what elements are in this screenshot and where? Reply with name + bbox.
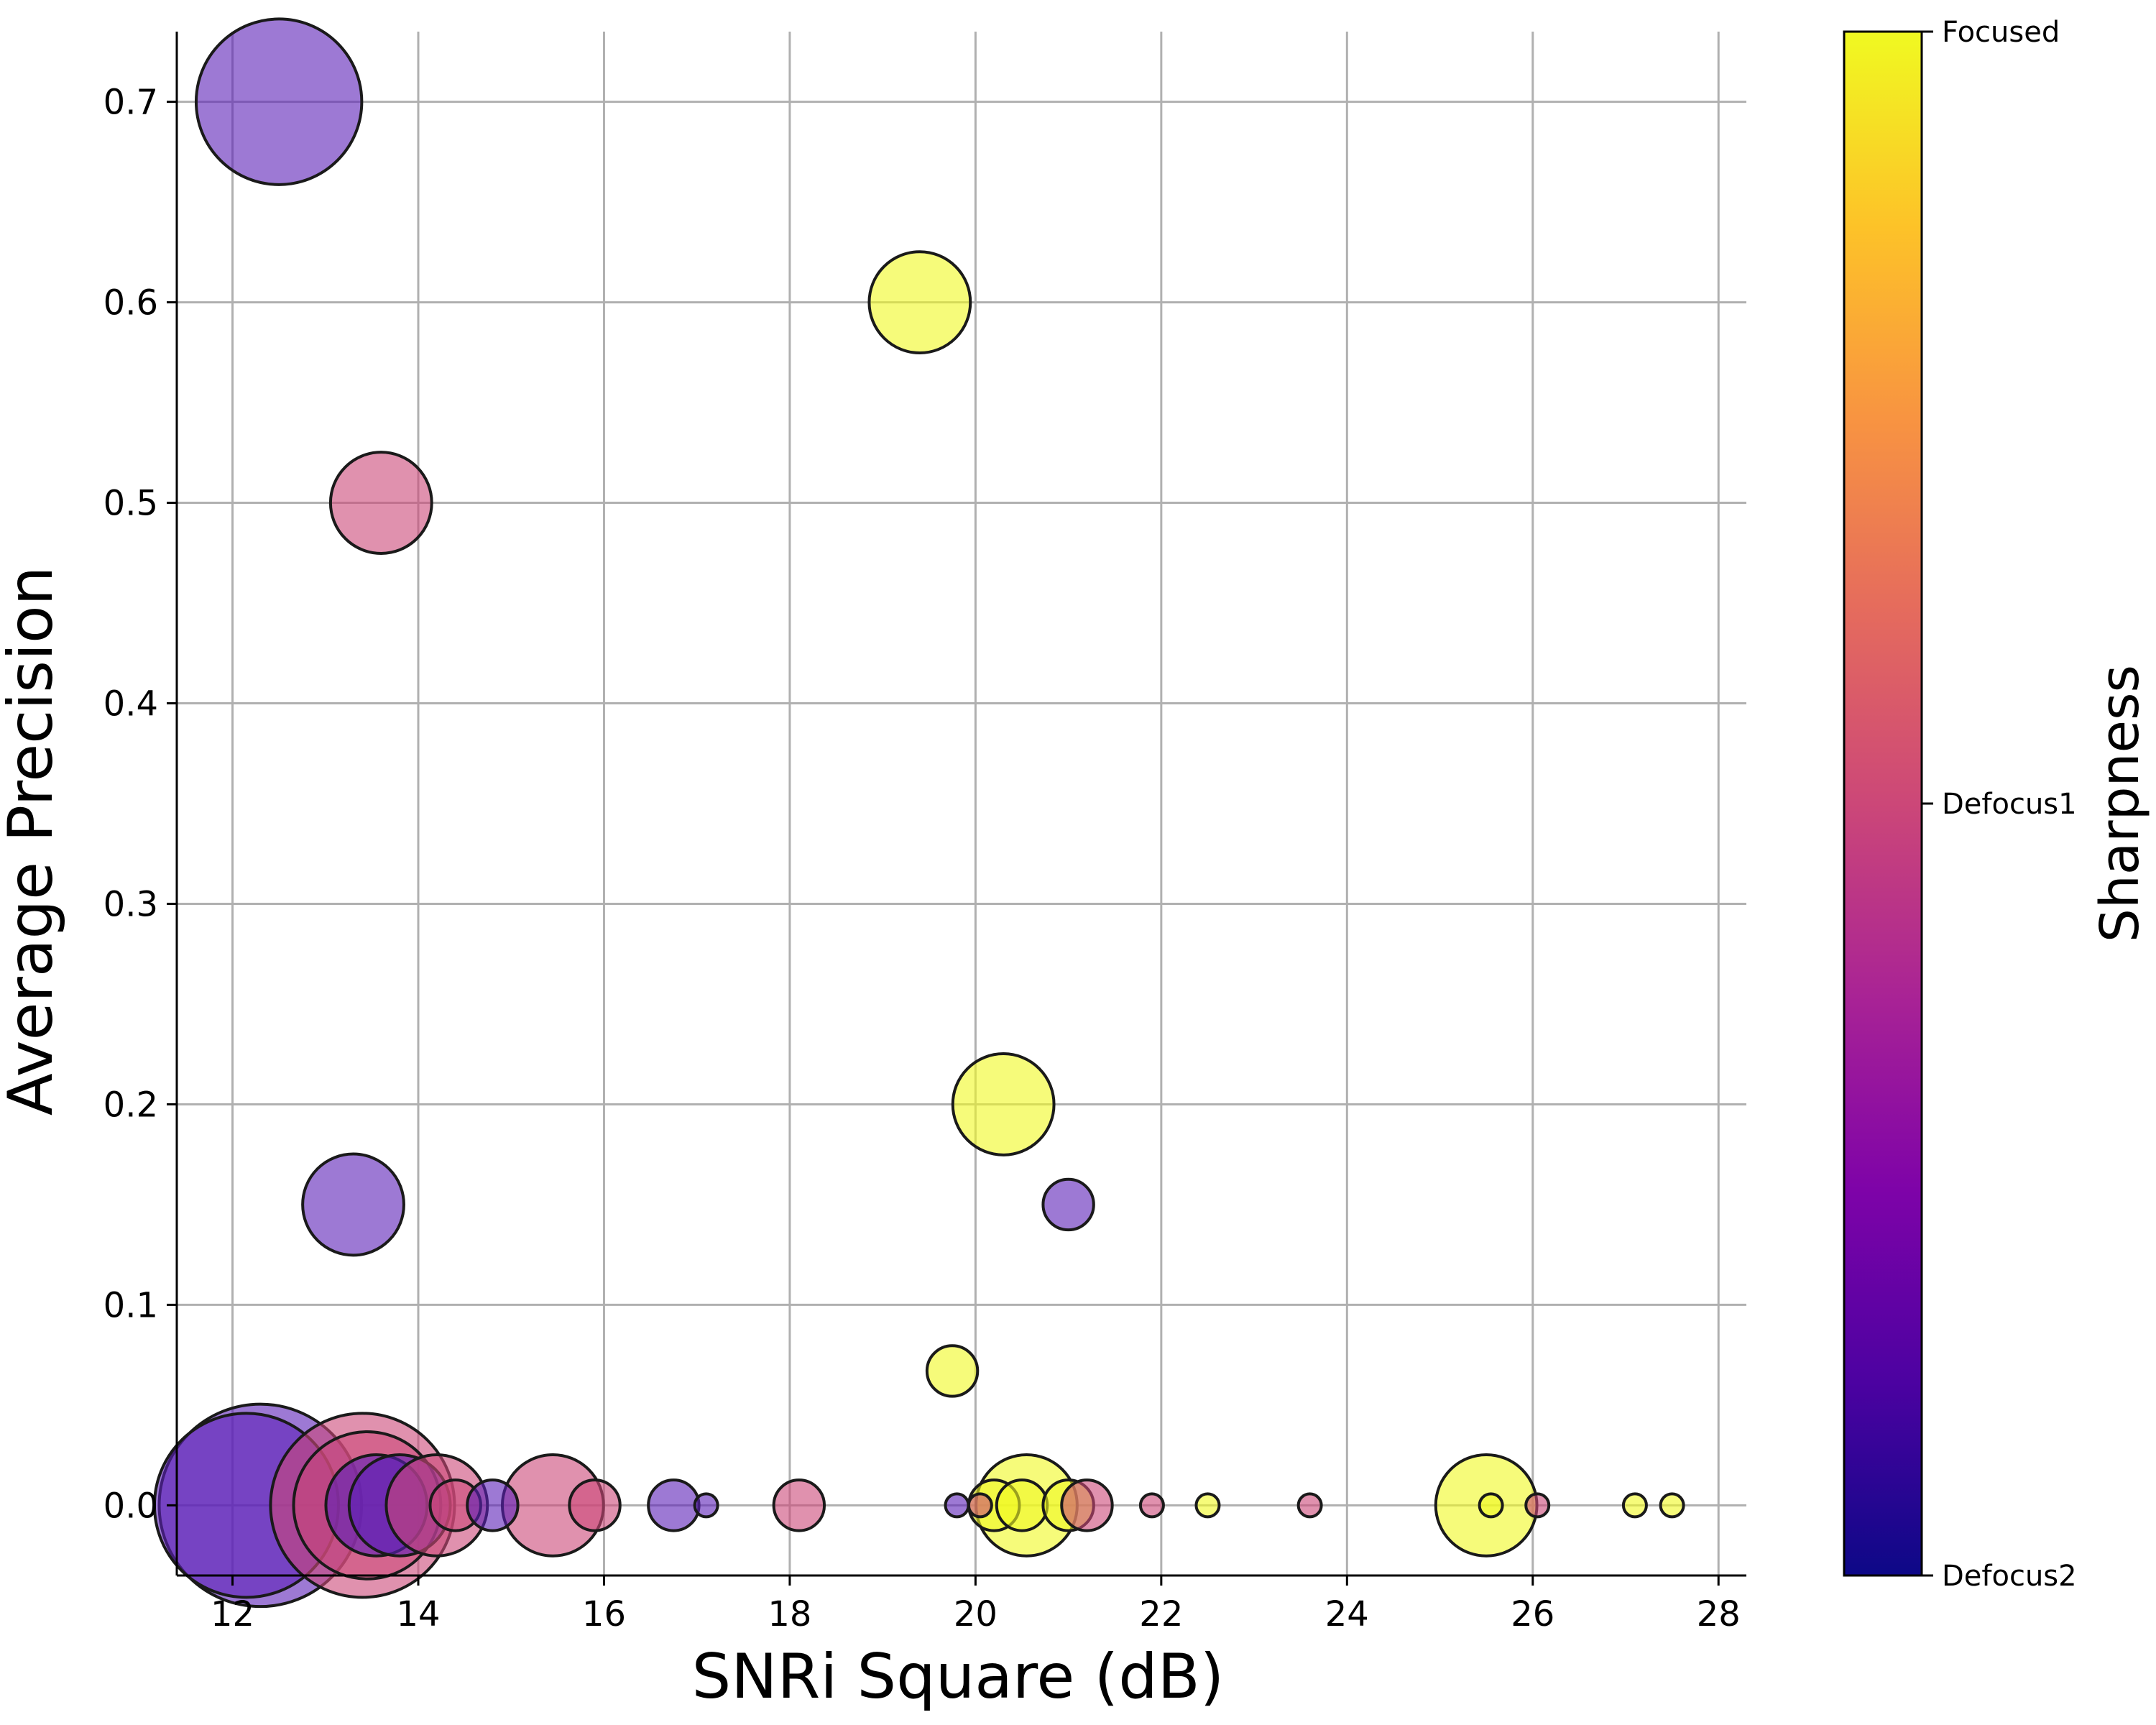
data-point <box>194 17 364 186</box>
y-tick-label: 0.6 <box>103 283 158 323</box>
y-tick-label: 0.0 <box>103 1486 158 1526</box>
y-tick-label: 0.5 <box>103 484 158 524</box>
data-point <box>693 1492 719 1519</box>
data-point <box>1659 1492 1685 1519</box>
data-point <box>1478 1492 1504 1519</box>
x-tick-label: 16 <box>582 1594 626 1634</box>
data-point <box>772 1478 826 1532</box>
y-tick-label: 0.2 <box>103 1085 158 1125</box>
x-tick-label: 28 <box>1697 1594 1741 1634</box>
data-point <box>1138 1492 1165 1519</box>
colorbar-ticks: Defocus2 Defocus1 Focused <box>1922 16 2077 1593</box>
data-point <box>1060 1478 1114 1532</box>
colorbar-tick-label: Defocus2 <box>1942 1560 2077 1593</box>
y-tick-label: 0.3 <box>103 884 158 924</box>
data-point <box>568 1478 622 1532</box>
colorbar: Defocus2 Defocus1 Focused Sharpness <box>1843 16 2151 1593</box>
data-point <box>995 1478 1049 1532</box>
data-point <box>867 250 972 354</box>
data-point <box>944 1492 970 1519</box>
data-point <box>328 451 433 555</box>
data-point <box>1524 1492 1551 1519</box>
tick-labels: 12 14 16 18 20 22 24 26 28 0.0 0.1 0.2 0.3 0.4 0.5 0.6 0… <box>103 83 1741 1634</box>
colorbar-tick-label: Defocus1 <box>1942 788 2077 821</box>
data-point <box>1041 1177 1095 1232</box>
colorbar-label: Sharpness <box>2089 665 2151 942</box>
x-tick-label: 20 <box>954 1594 998 1634</box>
data-point <box>301 1152 405 1257</box>
x-tick-label: 26 <box>1511 1594 1554 1634</box>
x-tick-label: 24 <box>1325 1594 1369 1634</box>
data-point <box>466 1478 520 1532</box>
data-point <box>1296 1492 1323 1519</box>
x-tick-label: 12 <box>211 1594 254 1634</box>
data-point <box>647 1478 701 1532</box>
y-tick-label: 0.4 <box>103 684 158 724</box>
data-point <box>951 1052 1056 1156</box>
axes <box>167 32 1746 1586</box>
y-axis-label: Average Precision <box>0 566 67 1116</box>
bubble-layer <box>152 17 1685 1609</box>
y-tick-label: 0.7 <box>103 83 158 123</box>
grid-lines <box>177 32 1746 1576</box>
x-tick-label: 22 <box>1139 1594 1183 1634</box>
colorbar-tick-label: Focused <box>1942 16 2060 49</box>
y-tick-label: 0.1 <box>103 1285 158 1325</box>
data-point <box>925 1344 980 1398</box>
x-tick-label: 18 <box>768 1594 811 1634</box>
x-tick-label: 14 <box>396 1594 440 1634</box>
data-point <box>1621 1492 1648 1519</box>
data-point <box>967 1492 993 1519</box>
data-point <box>1194 1492 1221 1519</box>
colorbar-gradient <box>1843 30 1923 1577</box>
x-axis-label: SNRi Square (dB) <box>692 1641 1225 1713</box>
